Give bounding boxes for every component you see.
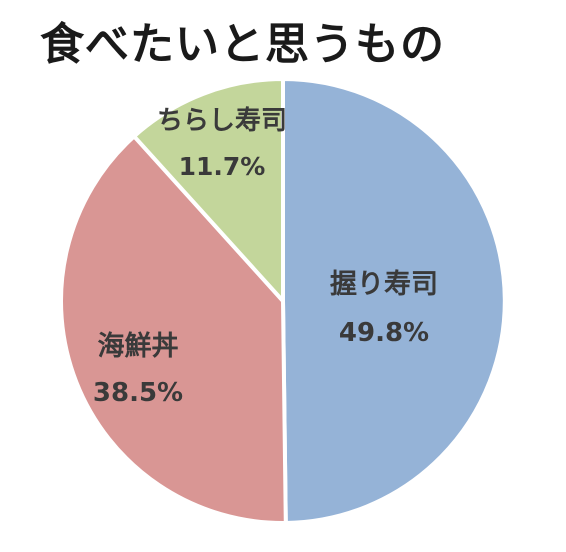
pie-slice-kaisendon: [59, 134, 288, 525]
slice-value-nigiri-sushi: 49.8%: [339, 318, 429, 348]
slice-value-chirashi-sushi: 11.7%: [179, 152, 266, 181]
slice-value-kaisendon: 38.5%: [93, 378, 183, 408]
chart-title: 食べたいと思うもの: [40, 19, 445, 70]
slice-label-nigiri-sushi: 握り寿司: [330, 269, 438, 300]
slice-label-kaisendon: 海鮮丼: [98, 330, 179, 362]
pie-slice-nigiri-sushi: [281, 77, 507, 525]
pie-slices: [59, 77, 507, 525]
pie-slice-chirashi-sushi: [132, 77, 285, 303]
pie-labels: 握り寿司 49.8% 海鮮丼 38.5% ちらし寿司 11.7%: [93, 106, 438, 408]
slice-label-chirashi-sushi: ちらし寿司: [157, 106, 287, 136]
